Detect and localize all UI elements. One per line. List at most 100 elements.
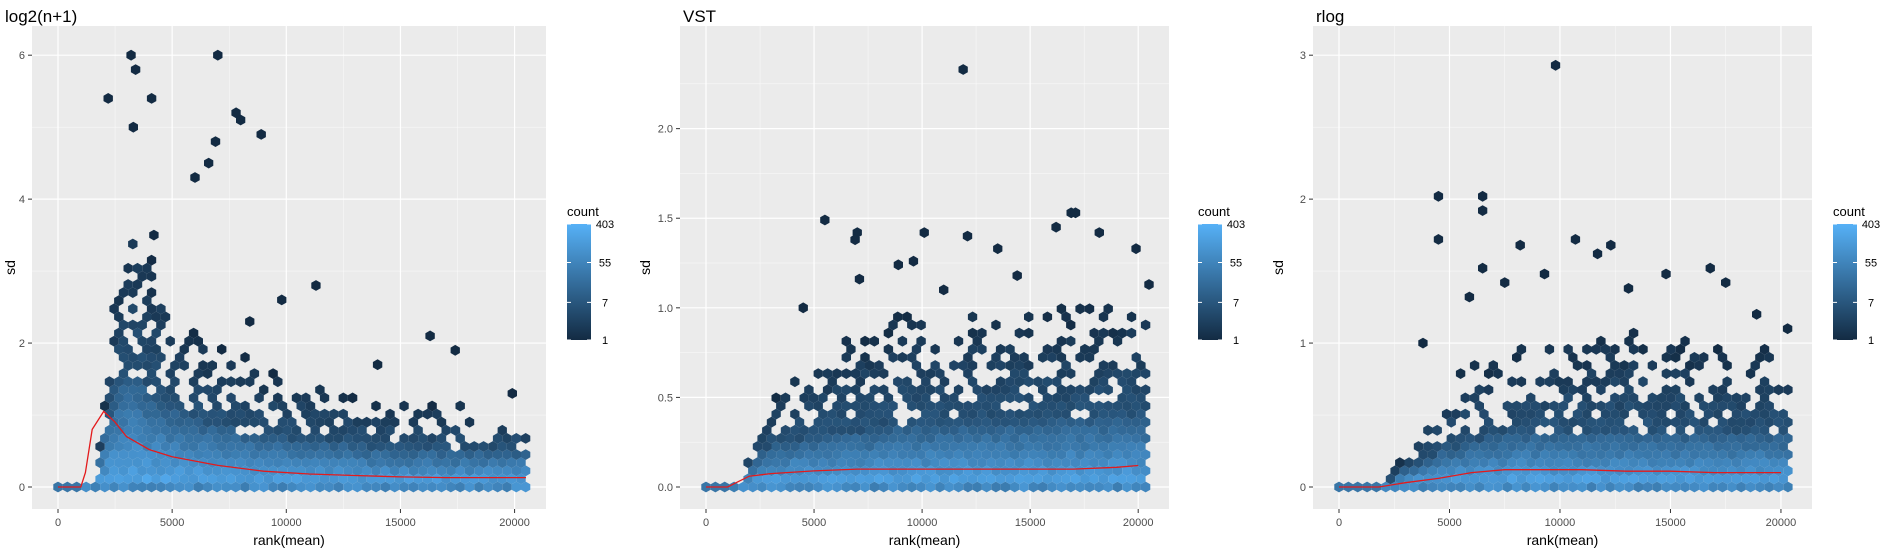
- hexbin-outlier: [146, 93, 157, 104]
- hexbin: [81, 481, 91, 493]
- hexbin: [160, 311, 171, 323]
- hexbin: [343, 433, 353, 444]
- y-tick-label: 0.0: [658, 482, 673, 494]
- hexbin: [422, 441, 433, 452]
- hexbin: [1572, 473, 1583, 485]
- hexbin: [1769, 457, 1779, 469]
- hexbin: [1535, 408, 1545, 420]
- hexbin: [1066, 384, 1076, 396]
- hexbin: [981, 465, 992, 477]
- hexbin: [1783, 465, 1793, 477]
- hexbin: [90, 481, 101, 493]
- hexbin: [1136, 457, 1146, 469]
- hexbin: [1699, 416, 1709, 428]
- hexbin: [1614, 416, 1625, 428]
- hexbin: [1502, 481, 1512, 493]
- hexbin: [1745, 433, 1756, 444]
- hexbin: [160, 424, 171, 436]
- hexbin: [268, 449, 278, 460]
- hexbin: [1498, 441, 1508, 452]
- hexbin: [170, 424, 180, 436]
- hexbin: [1633, 449, 1643, 460]
- hexbin: [170, 473, 180, 485]
- hexbin: [1750, 408, 1760, 420]
- hexbin: [1558, 433, 1569, 444]
- hexbin: [123, 473, 133, 485]
- hexbin: [506, 457, 517, 469]
- hexbin: [1019, 352, 1029, 363]
- hexbin: [907, 352, 917, 363]
- hexbin: [123, 441, 133, 452]
- hexbin: [1131, 384, 1141, 396]
- hexbin: [1024, 392, 1034, 404]
- hexbin: [1131, 465, 1141, 477]
- hexbin: [1516, 457, 1527, 469]
- hexbin: [132, 279, 143, 290]
- hexbin: [1717, 481, 1728, 493]
- hexbin: [1568, 433, 1578, 444]
- hexbin: [460, 457, 470, 469]
- hexbin: [1122, 416, 1132, 428]
- hexbin: [1717, 433, 1728, 444]
- hexbin: [1131, 449, 1141, 460]
- hexbin: [338, 392, 348, 404]
- hexbin: [305, 416, 316, 428]
- hexbin: [897, 384, 908, 396]
- hexbin-outlier: [854, 273, 865, 285]
- hexbin: [231, 449, 241, 460]
- hexbin: [1005, 473, 1015, 485]
- hexbin: [963, 433, 973, 444]
- panel-1: 0 5000 10000 15000 200000246log2(n+1)rank(me…: [2, 7, 614, 548]
- hexbin: [123, 279, 133, 290]
- hexbin: [492, 449, 503, 460]
- hexbin: [1474, 481, 1484, 493]
- hexbin: [1112, 481, 1123, 493]
- hexbin: [109, 384, 119, 396]
- hexbin: [1717, 416, 1728, 428]
- hexbin: [254, 473, 264, 485]
- hexbin: [128, 481, 138, 493]
- hexbin: [1136, 408, 1146, 420]
- hexbin: [1005, 441, 1015, 452]
- hexbin: [1605, 433, 1615, 444]
- hexbin: [1750, 360, 1760, 371]
- hexbin: [235, 473, 246, 485]
- hexbin: [1769, 441, 1779, 452]
- hexbin: [114, 376, 124, 388]
- hexbin: [474, 449, 484, 460]
- hexbin: [1783, 449, 1793, 460]
- hexbin: [1117, 408, 1127, 420]
- hexbin: [827, 424, 837, 436]
- hexbin: [1628, 441, 1639, 452]
- hexbin: [151, 408, 161, 420]
- hexbin: [1736, 433, 1746, 444]
- hexbin: [146, 481, 157, 493]
- hexbin: [1061, 473, 1071, 485]
- hexbin: [1507, 441, 1517, 452]
- hexbin: [1783, 433, 1793, 444]
- hexbin: [897, 481, 908, 493]
- hexbin: [860, 335, 870, 347]
- hexbin: [483, 481, 493, 493]
- hexbin: [492, 433, 503, 444]
- legend-label: 1: [602, 335, 608, 347]
- hexbin: [128, 287, 138, 298]
- hexbin: [114, 473, 124, 485]
- hexbin: [813, 400, 823, 412]
- hexbin: [771, 441, 781, 452]
- hexbin: [1010, 481, 1020, 493]
- hexbin: [757, 449, 767, 460]
- hexbin: [502, 433, 512, 444]
- hexbin: [925, 449, 936, 460]
- hexbin: [310, 408, 320, 420]
- hexbin: [776, 400, 786, 412]
- hexbin: [1685, 360, 1695, 371]
- hexbin: [1038, 449, 1048, 460]
- hexbin: [1052, 457, 1062, 469]
- hexbin: [851, 416, 861, 428]
- hexbin: [156, 303, 166, 315]
- hexbin: [488, 473, 498, 485]
- hexbin: [916, 335, 926, 347]
- hexbin: [1755, 449, 1765, 460]
- hexbin: [883, 441, 894, 452]
